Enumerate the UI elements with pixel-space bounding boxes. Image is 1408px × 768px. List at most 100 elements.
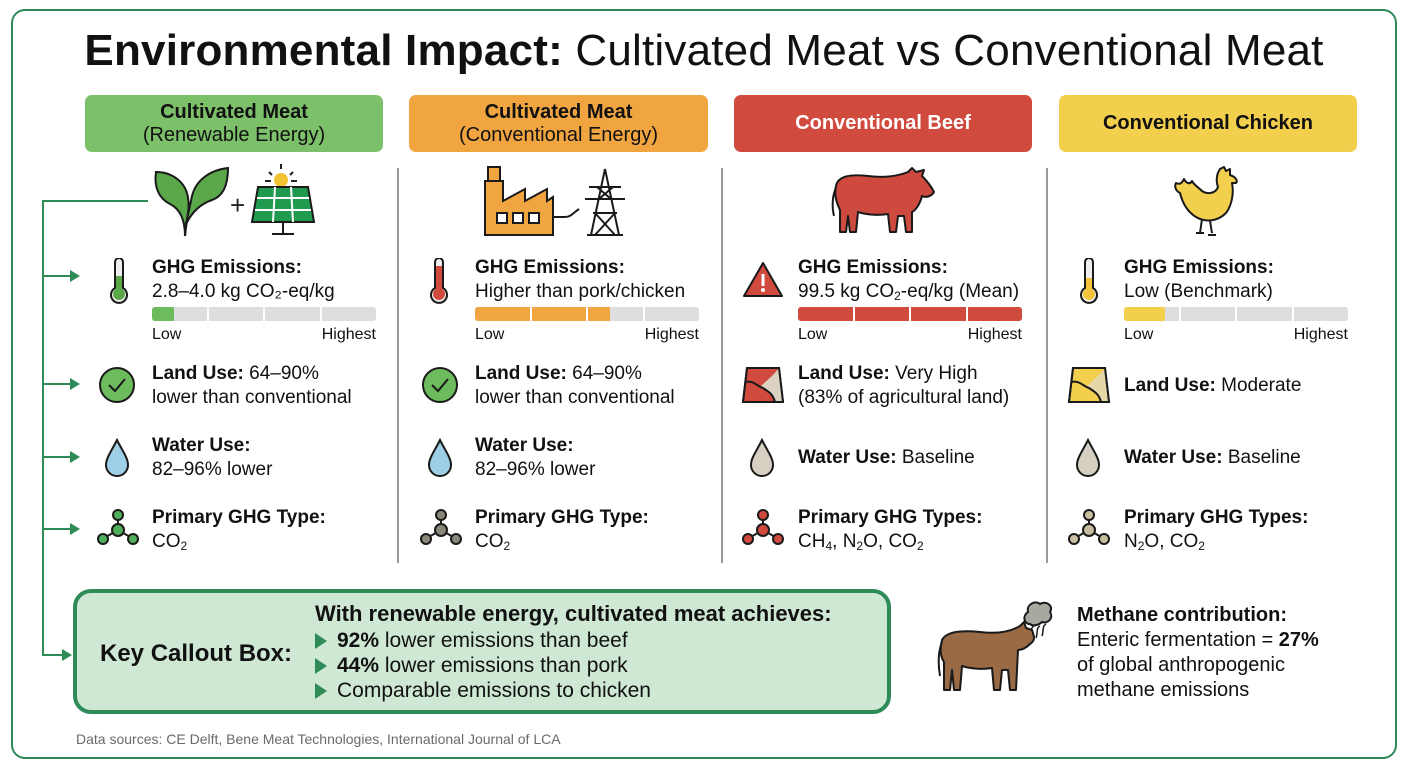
header-cultivated-conventional: Cultivated Meat (Conventional Energy) — [409, 95, 708, 152]
bullet-arrow-icon — [315, 682, 327, 699]
bar-scale-labels: Low Highest — [475, 326, 699, 344]
bar-high-label: Highest — [644, 326, 699, 343]
ghg-type-label: Primary GHG Types: — [1124, 507, 1309, 528]
arrow-icon — [70, 270, 80, 282]
check-circle-icon — [422, 367, 458, 403]
callout-heading: With renewable energy, cultivated meat a… — [315, 601, 832, 626]
connector-line — [42, 456, 72, 458]
warning-triangle-icon — [743, 262, 783, 297]
water-use-value: 82–96% lower — [475, 459, 596, 480]
methane-cow-icon — [937, 601, 1053, 691]
header-line1: Cultivated Meat — [484, 100, 633, 123]
land-use-detail: (83% of agricultural land) — [798, 387, 1010, 408]
factory-power-pylon-icon — [484, 166, 625, 236]
callout-item: 44% lower emissions than pork — [315, 653, 628, 678]
ghg-type-label: Primary GHG Type: — [475, 507, 649, 528]
page-title: Environmental Impact: Cultivated Meat vs… — [0, 24, 1408, 78]
check-circle-icon — [99, 367, 135, 403]
ghg-type-value: CO2 — [152, 531, 188, 553]
column-divider — [721, 168, 723, 563]
callout-title: Key Callout Box: — [100, 640, 293, 667]
water-use-text: Water Use: Baseline — [798, 447, 975, 468]
arrow-icon — [70, 523, 80, 535]
water-drop-blue-icon — [104, 438, 130, 477]
ghg-value: 99.5 kg CO2-eq/kg (Mean) — [798, 281, 1020, 303]
ghg-value: Higher than pork/chicken — [475, 281, 686, 302]
header-conventional-chicken: Conventional Chicken — [1059, 95, 1357, 152]
bar-low-label: Low — [475, 326, 505, 343]
ghg-label: GHG Emissions: — [1124, 257, 1274, 278]
thermometer-low-icon — [110, 258, 128, 304]
ghg-label: GHG Emissions: — [475, 257, 625, 278]
molecule-gray-icon — [420, 509, 462, 545]
land-use-text: Land Use: Very High — [798, 363, 978, 384]
header-line1: Conventional Beef — [795, 112, 971, 134]
connector-line — [42, 200, 148, 202]
arrow-icon — [70, 451, 80, 463]
ghg-type-label: Primary GHG Types: — [798, 507, 983, 528]
header-line2: (Renewable Energy) — [142, 123, 326, 146]
connector-line — [42, 528, 72, 530]
ghg-value: Low (Benchmark) — [1124, 281, 1273, 302]
thermometer-high-icon — [430, 258, 448, 304]
title-light: Cultivated Meat vs Conventional Meat — [562, 26, 1324, 75]
molecule-beige-icon — [1068, 509, 1110, 545]
water-use-label: Water Use: — [152, 435, 251, 456]
ghg-type-value: N2O, CO2 — [1124, 531, 1205, 553]
svg-text:+: + — [230, 190, 245, 220]
bar-high-label: Highest — [321, 326, 376, 343]
water-use-text: Water Use: Baseline — [1124, 447, 1301, 468]
column-divider — [397, 168, 399, 563]
bar-low-label: Low — [798, 326, 828, 343]
header-conventional-beef: Conventional Beef — [734, 95, 1032, 152]
chicken-icon — [1174, 166, 1238, 236]
land-use-detail: lower than conventional — [152, 387, 352, 408]
ghg-type-value: CH4, N2O, CO2 — [798, 531, 924, 553]
land-parcel-red-icon — [741, 367, 785, 403]
bar-low-label: Low — [1124, 326, 1154, 343]
connector-line — [42, 383, 72, 385]
molecule-red-icon — [742, 509, 784, 545]
ghg-label: GHG Emissions: — [798, 257, 948, 278]
water-use-value: 82–96% lower — [152, 459, 273, 480]
emission-level-bar — [798, 307, 1022, 321]
arrow-icon — [70, 378, 80, 390]
emission-level-bar — [475, 307, 699, 321]
thermometer-low-yellow-icon — [1080, 258, 1098, 304]
land-use-text: Land Use: 64–90% — [152, 363, 319, 384]
land-use-detail: lower than conventional — [475, 387, 675, 408]
bullet-arrow-icon — [315, 657, 327, 674]
bullet-arrow-icon — [315, 632, 327, 649]
water-use-label: Water Use: — [475, 435, 574, 456]
callout-item: 92% lower emissions than beef — [315, 628, 628, 653]
bar-scale-labels: Low Highest — [1124, 326, 1348, 344]
methane-heading: Methane contribution: — [1077, 604, 1287, 626]
bar-high-label: Highest — [1293, 326, 1348, 343]
column-divider — [1046, 168, 1048, 563]
water-drop-beige-icon — [749, 438, 775, 477]
ghg-label: GHG Emissions: — [152, 257, 302, 278]
land-use-text: Land Use: Moderate — [1124, 375, 1302, 396]
land-use-text: Land Use: 64–90% — [475, 363, 642, 384]
bar-high-label: Highest — [967, 326, 1022, 343]
ghg-type-value: CO2 — [475, 531, 511, 553]
emission-level-bar — [1124, 307, 1348, 321]
ghg-value: 2.8–4.0 kg CO₂-eq/kg — [152, 281, 335, 302]
leaf-plus-solar-panel-icon: + — [154, 164, 316, 237]
water-drop-blue-icon — [427, 438, 453, 477]
bar-low-label: Low — [152, 326, 182, 343]
connector-line — [42, 200, 44, 656]
land-parcel-yellow-icon — [1067, 367, 1111, 403]
header-line1: Cultivated Meat — [160, 100, 308, 123]
header-line2: (Conventional Energy) — [459, 123, 658, 146]
connector-line — [42, 654, 64, 656]
connector-line — [42, 275, 72, 277]
methane-contribution-text: Methane contribution: Enteric fermentati… — [1077, 604, 1319, 701]
header-cultivated-renewable: Cultivated Meat (Renewable Energy) — [85, 95, 383, 152]
title-bold: Environmental Impact: — [84, 26, 563, 75]
callout-item: Comparable emissions to chicken — [315, 678, 651, 703]
bar-scale-labels: Low Highest — [798, 326, 1022, 344]
emission-level-bar — [152, 307, 376, 321]
water-drop-beige-icon — [1075, 438, 1101, 477]
cow-icon — [831, 167, 935, 233]
